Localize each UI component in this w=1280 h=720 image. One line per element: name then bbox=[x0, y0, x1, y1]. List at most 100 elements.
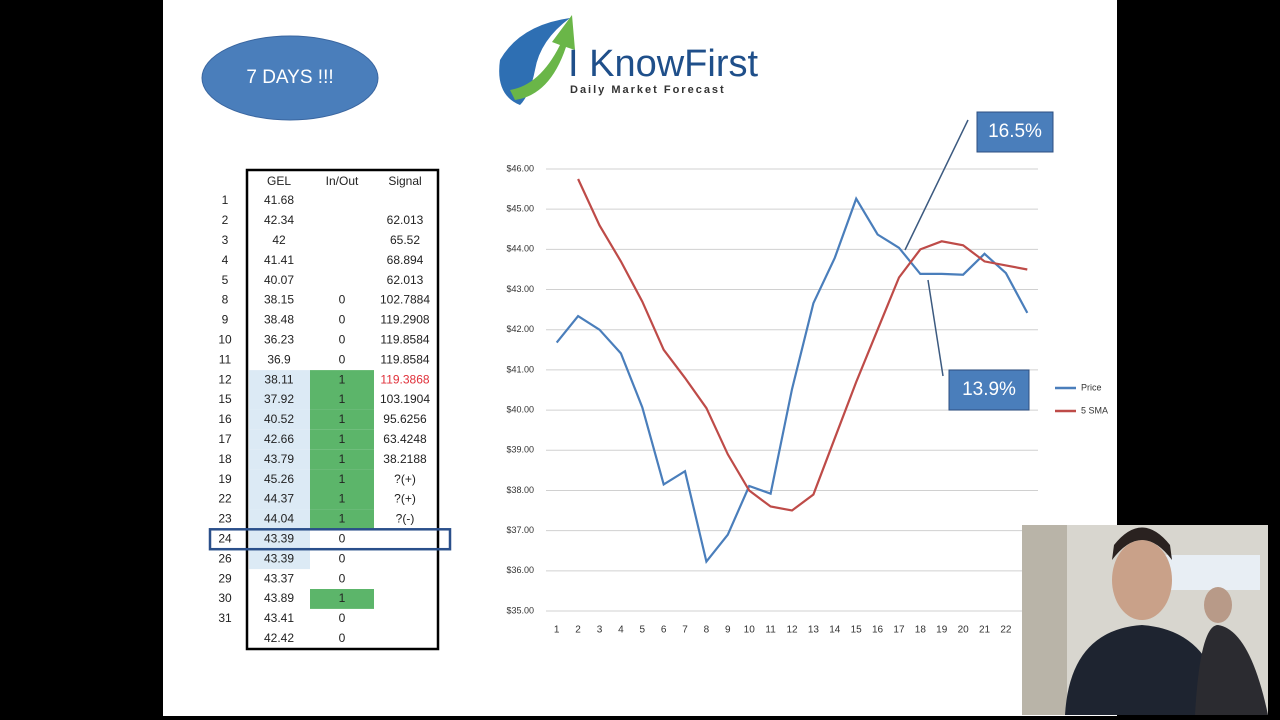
table-cell: 0 bbox=[339, 313, 346, 327]
y-tick-label: $46.00 bbox=[506, 163, 534, 173]
cell-highlight bbox=[310, 390, 374, 410]
row-label: 5 bbox=[222, 273, 229, 287]
table-cell: 43.41 bbox=[264, 611, 294, 625]
x-tick-label: 7 bbox=[682, 625, 688, 636]
y-tick-label: $35.00 bbox=[506, 605, 534, 615]
x-tick-label: 20 bbox=[958, 625, 970, 636]
row-label: 22 bbox=[218, 492, 232, 506]
x-tick-label: 18 bbox=[915, 625, 927, 636]
table-cell: 1 bbox=[339, 432, 346, 446]
badge-shape bbox=[201, 35, 379, 121]
x-tick-label: 8 bbox=[704, 625, 710, 636]
x-tick-label: 12 bbox=[786, 625, 798, 636]
table-cell: 44.37 bbox=[264, 492, 294, 506]
table-cell: 0 bbox=[339, 611, 346, 625]
x-tick-label: 5 bbox=[639, 625, 645, 636]
y-tick-label: $38.00 bbox=[506, 485, 534, 495]
annotation-box bbox=[948, 369, 1030, 411]
row-label: 29 bbox=[218, 571, 232, 585]
annotation-text: 16.5% bbox=[988, 121, 1042, 142]
x-tick-label: 21 bbox=[979, 625, 991, 636]
x-tick-label: 17 bbox=[893, 625, 905, 636]
annotations: 16.5% 13.9% bbox=[904, 111, 1054, 411]
table-cell: 62.013 bbox=[387, 273, 424, 287]
cell-highlight bbox=[249, 429, 310, 450]
row-label: 1 bbox=[222, 193, 229, 207]
row-label: 26 bbox=[218, 551, 232, 565]
row-label: 2 bbox=[222, 213, 229, 227]
cell-highlight bbox=[310, 489, 374, 510]
table-cell: 119.8584 bbox=[380, 352, 429, 366]
row-label: 30 bbox=[218, 591, 232, 605]
x-tick-label: 15 bbox=[851, 625, 863, 636]
table-cell: 42.42 bbox=[264, 631, 294, 645]
table-cell: 38.48 bbox=[264, 313, 294, 327]
row-label: 16 bbox=[218, 412, 232, 426]
table-cell: 65.52 bbox=[390, 233, 420, 247]
x-tick-label: 6 bbox=[661, 625, 667, 636]
table-cell: 1 bbox=[339, 392, 346, 406]
cell-highlight bbox=[249, 489, 310, 510]
table-cell: 43.39 bbox=[264, 551, 294, 565]
cell-highlight bbox=[310, 409, 374, 430]
table-header: In/Out bbox=[326, 174, 359, 188]
table-cell: 0 bbox=[339, 332, 346, 346]
x-tick-label: 22 bbox=[1000, 625, 1012, 636]
table-cell: 95.6256 bbox=[383, 412, 427, 426]
table-cell: 1 bbox=[339, 472, 346, 486]
table-cell: 1 bbox=[339, 492, 346, 506]
webcam-person bbox=[1204, 587, 1232, 623]
table-border bbox=[245, 168, 440, 651]
table-cell: 41.41 bbox=[264, 253, 294, 267]
table-cell: 40.52 bbox=[264, 412, 294, 426]
webcam-head bbox=[1112, 540, 1172, 620]
x-tick-label: 14 bbox=[829, 625, 841, 636]
table-cell: 38.2188 bbox=[383, 452, 427, 466]
table-cell: 37.92 bbox=[264, 392, 294, 406]
x-tick-label: 2 bbox=[575, 625, 581, 636]
table-cell: 38.15 bbox=[264, 293, 294, 307]
row-label: 9 bbox=[222, 313, 229, 327]
table-cell: 42 bbox=[272, 233, 286, 247]
table-cell: 68.894 bbox=[387, 253, 424, 267]
logo-arrow bbox=[510, 15, 575, 100]
cell-highlight bbox=[249, 469, 310, 490]
annotation-line bbox=[927, 279, 944, 377]
table-cell: 1 bbox=[339, 372, 346, 386]
badge-text: 7 DAYS !!! bbox=[246, 67, 333, 88]
y-tick-label: $43.00 bbox=[506, 284, 534, 294]
y-tick-label: $42.00 bbox=[506, 324, 534, 334]
table-cell: 38.11 bbox=[264, 372, 293, 386]
cell-highlight bbox=[249, 449, 310, 470]
table-cell: 0 bbox=[339, 293, 346, 307]
annotation-line bbox=[904, 119, 969, 251]
cell-highlight bbox=[310, 370, 374, 390]
logo: I KnowFirst Daily Market Forecast bbox=[499, 15, 758, 105]
cell-highlight bbox=[310, 429, 374, 450]
x-tick-label: 13 bbox=[808, 625, 820, 636]
webcam-sign bbox=[1160, 555, 1260, 590]
y-tick-label: $36.00 bbox=[506, 565, 534, 575]
x-tick-label: 4 bbox=[618, 625, 624, 636]
table: GEL In/Out Signal 1 41.68 2 42.34 62.013 3 42 65.5… bbox=[208, 168, 452, 651]
table-cell: 36.23 bbox=[264, 332, 294, 346]
cell-highlight bbox=[249, 549, 310, 570]
table-cell: ?(+) bbox=[394, 472, 416, 486]
table-header: Signal bbox=[388, 174, 421, 188]
logo-tagline: Daily Market Forecast bbox=[570, 84, 726, 96]
table-cell: 0 bbox=[339, 631, 346, 645]
row-label: 11 bbox=[219, 352, 232, 366]
webcam-person-body bbox=[1195, 625, 1268, 715]
table-cell: 45.26 bbox=[264, 472, 294, 486]
y-tick-label: $37.00 bbox=[506, 525, 534, 535]
table-cell: 42.66 bbox=[264, 432, 294, 446]
y-tick-label: $41.00 bbox=[506, 364, 534, 374]
table-cell: 0 bbox=[339, 352, 346, 366]
cell-highlight bbox=[249, 529, 310, 550]
annotation-text: 13.9% bbox=[962, 379, 1016, 400]
cell-highlight bbox=[249, 509, 310, 530]
row-outline bbox=[208, 528, 452, 551]
table-cell: 119.3868 bbox=[380, 372, 429, 386]
